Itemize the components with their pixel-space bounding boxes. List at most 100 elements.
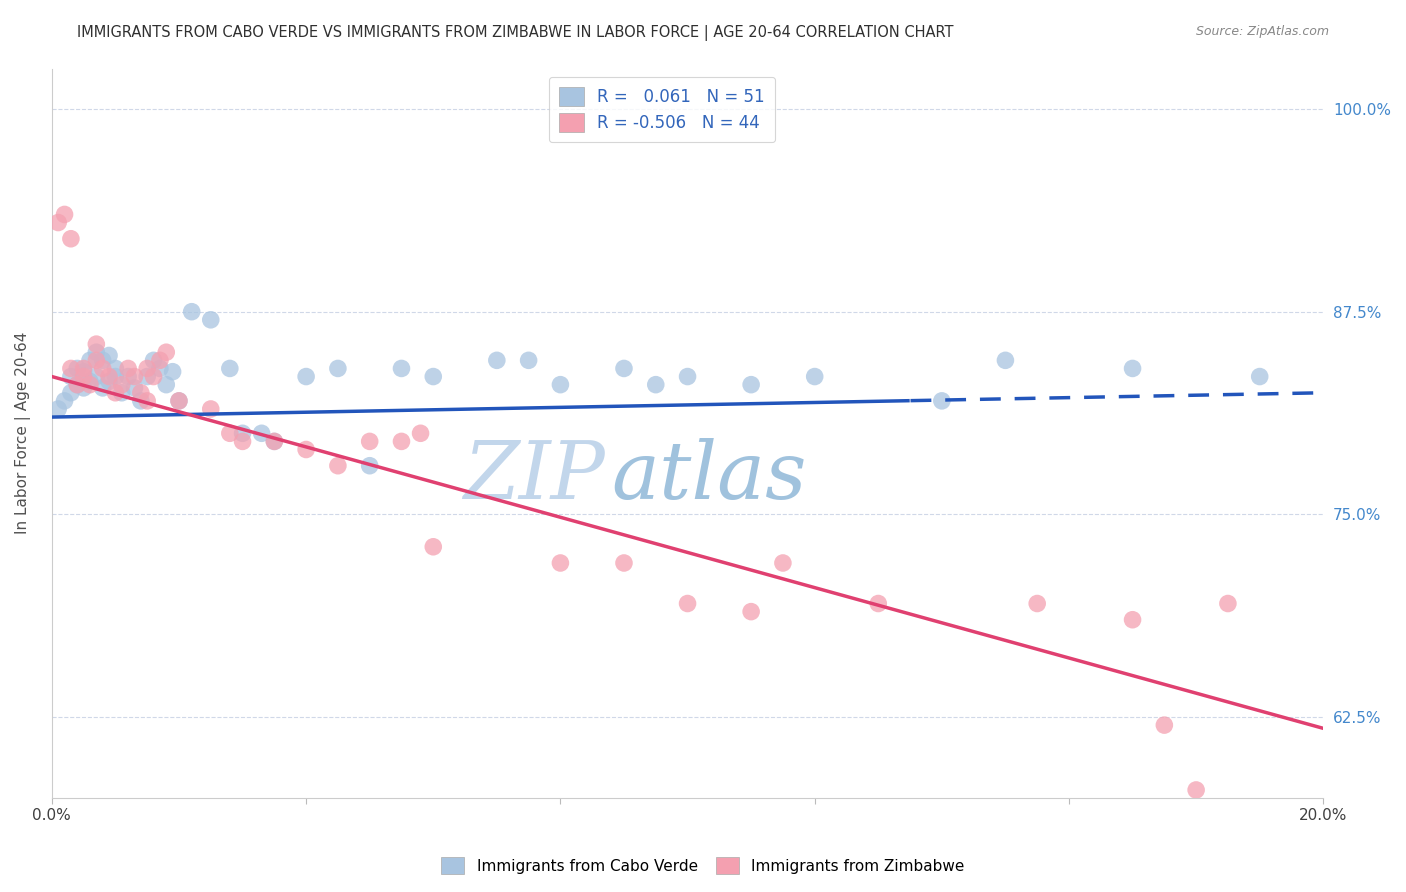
Point: [91, 353, 114, 368]
Point: [111, 385, 134, 400]
Point: [66, 377, 89, 392]
Point: [295, 442, 318, 457]
Text: Source: ZipAtlas.com: Source: ZipAtlas.com: [1195, 25, 1329, 38]
Point: [1122, 361, 1144, 376]
Point: [485, 353, 508, 368]
Point: [124, 369, 146, 384]
Point: [72, 361, 94, 376]
Point: [59, 232, 82, 246]
Point: [422, 540, 444, 554]
Point: [66, 377, 89, 392]
Point: [326, 361, 349, 376]
Point: [391, 434, 413, 449]
Point: [111, 377, 134, 392]
Point: [98, 349, 121, 363]
Point: [91, 381, 114, 395]
Point: [1153, 718, 1175, 732]
Point: [517, 353, 540, 368]
Point: [136, 393, 159, 408]
Point: [155, 377, 177, 392]
Point: [359, 458, 381, 473]
Point: [740, 377, 762, 392]
Text: ZIP: ZIP: [463, 438, 605, 516]
Point: [200, 401, 222, 416]
Point: [72, 369, 94, 384]
Point: [79, 377, 101, 392]
Point: [136, 369, 159, 384]
Point: [263, 434, 285, 449]
Point: [1122, 613, 1144, 627]
Point: [98, 369, 121, 384]
Point: [72, 381, 94, 395]
Point: [1185, 783, 1208, 797]
Point: [104, 369, 127, 384]
Point: [740, 605, 762, 619]
Point: [263, 434, 285, 449]
Point: [129, 393, 152, 408]
Point: [613, 556, 636, 570]
Point: [613, 361, 636, 376]
Point: [218, 426, 240, 441]
Point: [129, 385, 152, 400]
Point: [180, 304, 202, 318]
Point: [232, 426, 254, 441]
Point: [772, 556, 794, 570]
Point: [994, 353, 1017, 368]
Point: [86, 353, 108, 368]
Point: [676, 369, 699, 384]
Point: [295, 369, 318, 384]
Point: [162, 365, 184, 379]
Point: [232, 434, 254, 449]
Point: [803, 369, 825, 384]
Point: [326, 458, 349, 473]
Point: [149, 361, 172, 376]
Point: [117, 369, 139, 384]
Point: [53, 207, 76, 221]
Point: [104, 385, 127, 400]
Point: [142, 369, 165, 384]
Point: [86, 337, 108, 351]
Point: [66, 361, 89, 376]
Point: [46, 401, 69, 416]
Point: [117, 361, 139, 376]
Point: [644, 377, 666, 392]
Point: [218, 361, 240, 376]
Point: [422, 369, 444, 384]
Point: [1216, 597, 1239, 611]
Point: [359, 434, 381, 449]
Point: [250, 426, 273, 441]
Point: [136, 361, 159, 376]
Point: [1249, 369, 1271, 384]
Point: [79, 375, 101, 389]
Point: [149, 353, 172, 368]
Text: IMMIGRANTS FROM CABO VERDE VS IMMIGRANTS FROM ZIMBABWE IN LABOR FORCE | AGE 20-6: IMMIGRANTS FROM CABO VERDE VS IMMIGRANTS…: [77, 25, 953, 41]
Point: [86, 345, 108, 359]
Y-axis label: In Labor Force | Age 20-64: In Labor Force | Age 20-64: [15, 332, 31, 534]
Point: [86, 369, 108, 384]
Point: [1026, 597, 1049, 611]
Legend: R =   0.061   N = 51, R = -0.506   N = 44: R = 0.061 N = 51, R = -0.506 N = 44: [550, 77, 775, 142]
Point: [59, 361, 82, 376]
Point: [142, 353, 165, 368]
Point: [409, 426, 432, 441]
Point: [98, 375, 121, 389]
Point: [676, 597, 699, 611]
Point: [124, 381, 146, 395]
Point: [167, 393, 190, 408]
Point: [91, 361, 114, 376]
Point: [550, 377, 572, 392]
Point: [550, 556, 572, 570]
Point: [155, 345, 177, 359]
Point: [53, 393, 76, 408]
Point: [59, 369, 82, 384]
Point: [104, 361, 127, 376]
Point: [167, 393, 190, 408]
Text: atlas: atlas: [612, 438, 807, 516]
Point: [72, 365, 94, 379]
Point: [79, 353, 101, 368]
Point: [200, 313, 222, 327]
Point: [868, 597, 890, 611]
Point: [931, 393, 953, 408]
Legend: Immigrants from Cabo Verde, Immigrants from Zimbabwe: Immigrants from Cabo Verde, Immigrants f…: [436, 851, 970, 880]
Point: [46, 215, 69, 229]
